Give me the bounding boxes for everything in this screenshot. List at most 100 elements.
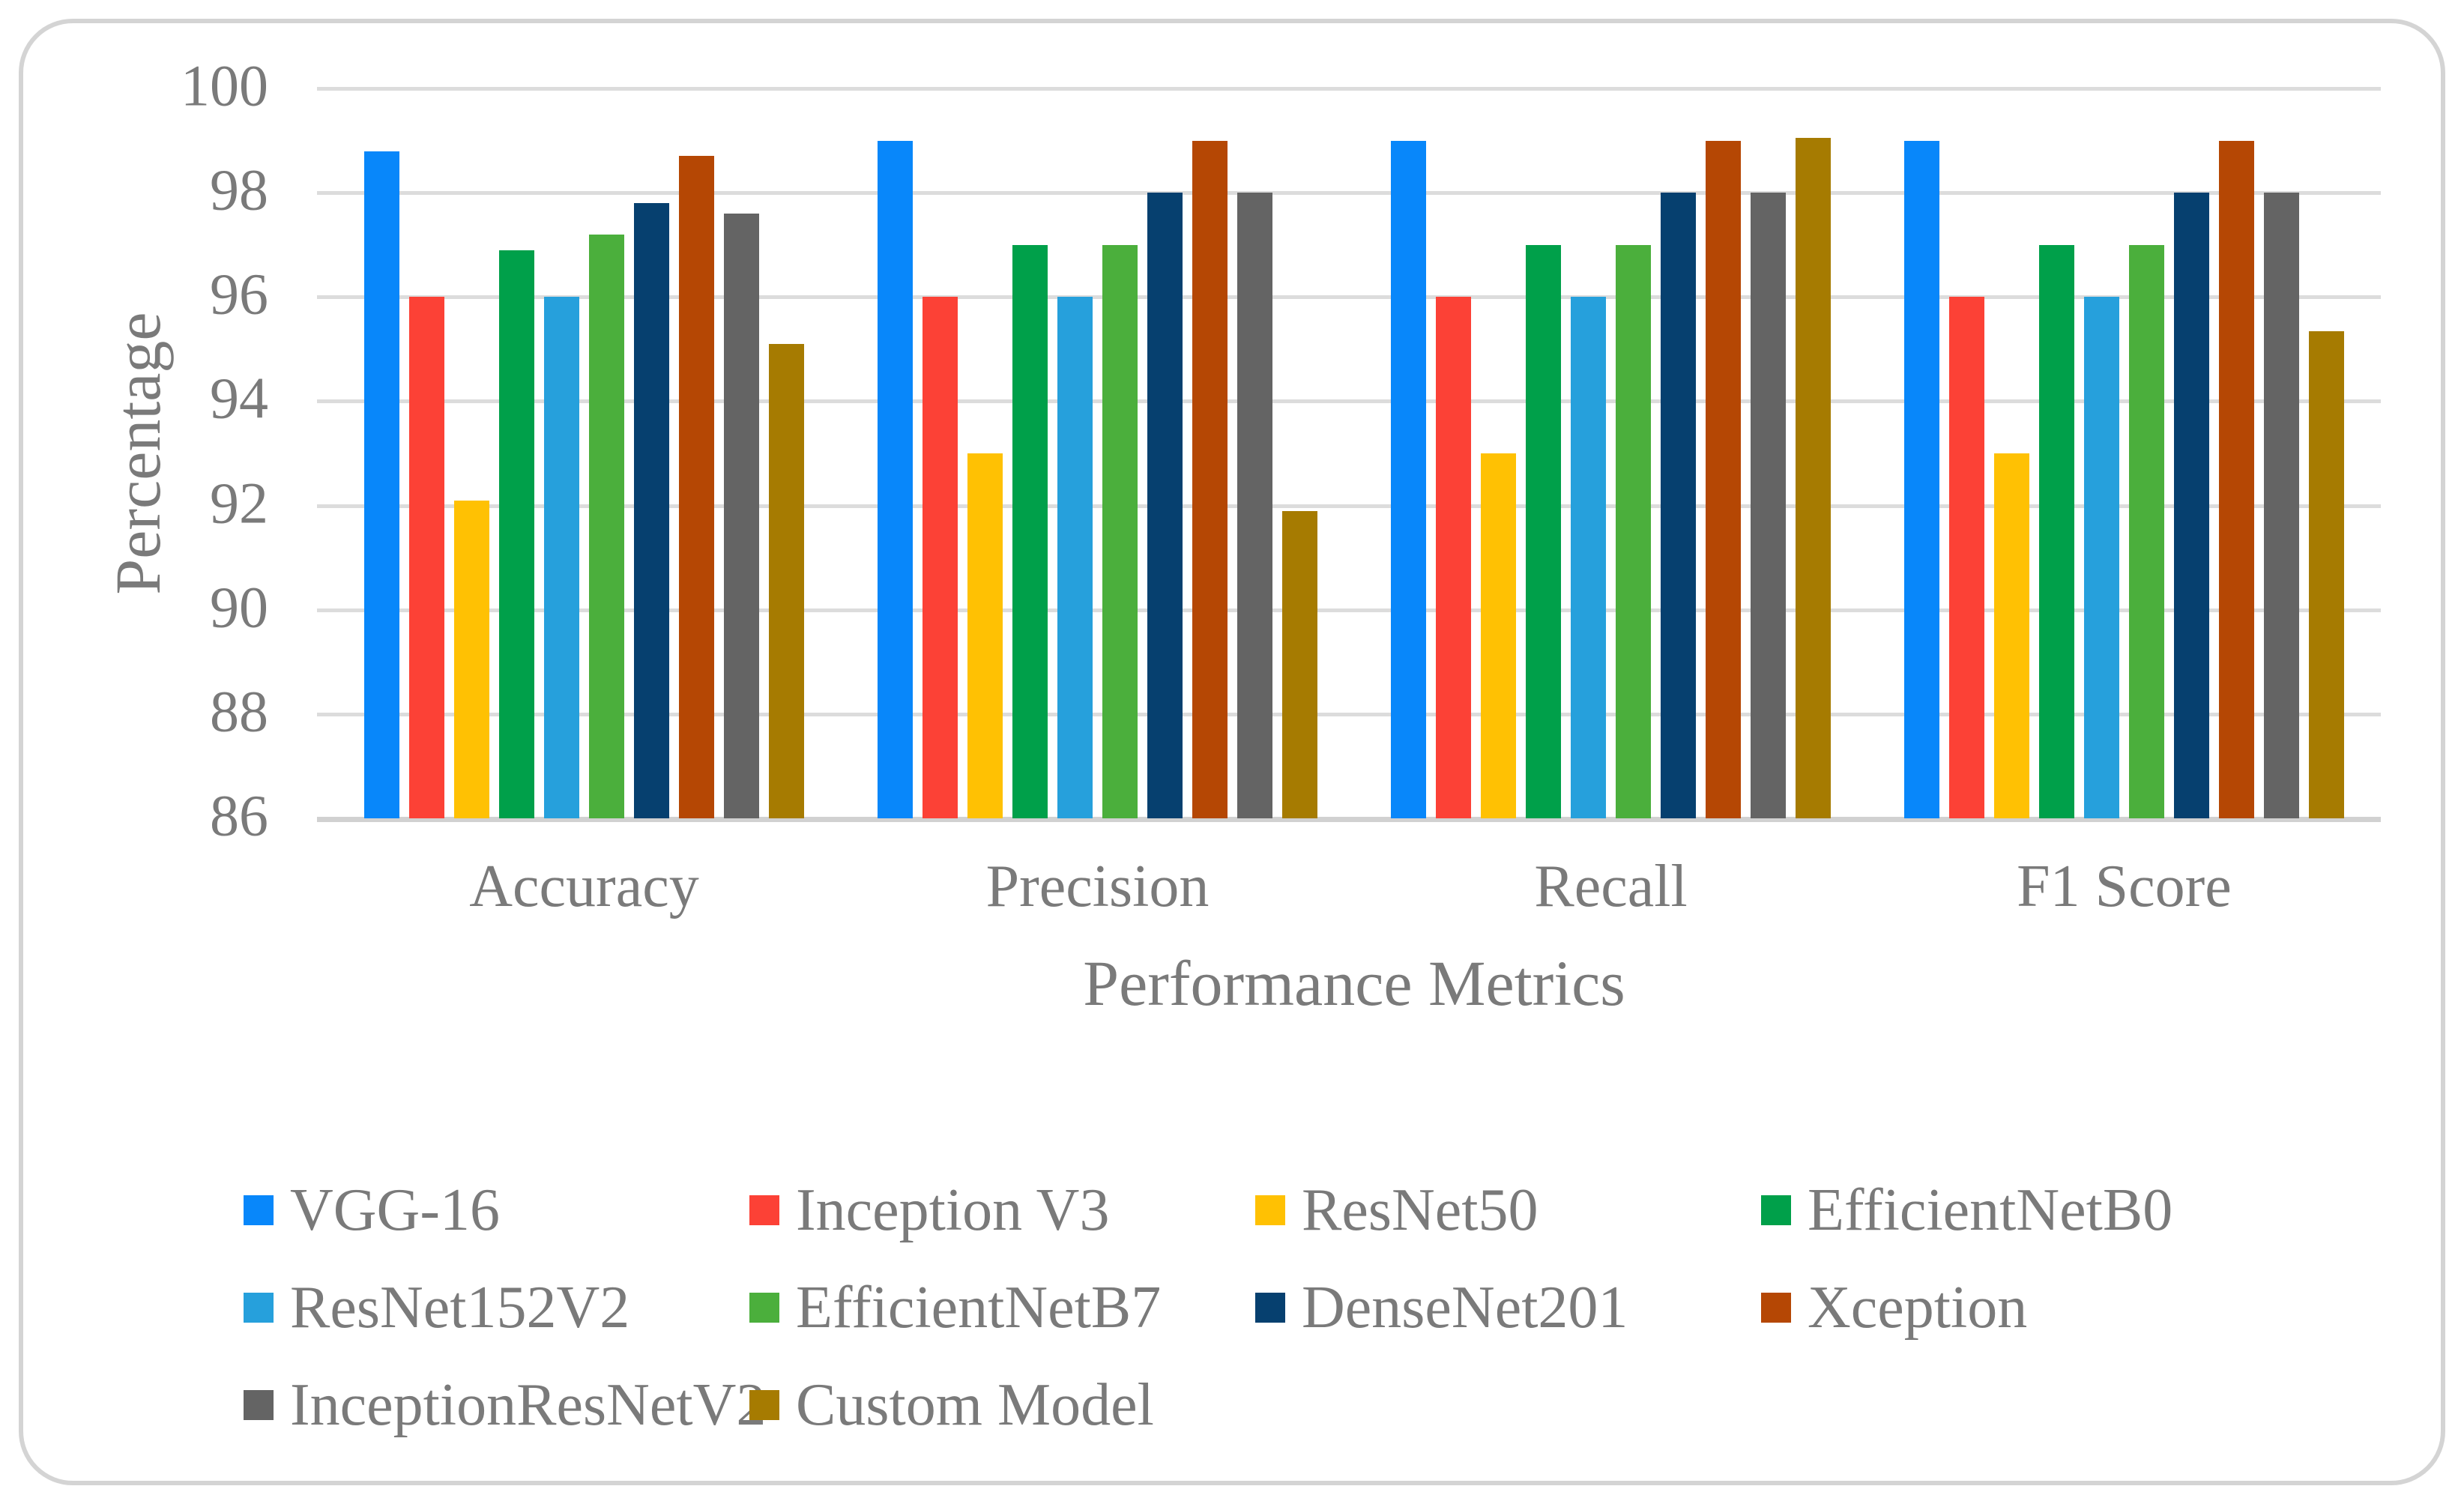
y-tick-label-96: 96 bbox=[210, 261, 268, 327]
bar-vgg-16-f1-score bbox=[1904, 140, 1939, 818]
bar-densenet201-precision bbox=[1147, 193, 1183, 818]
legend-swatch-icon bbox=[1255, 1195, 1285, 1225]
legend-label: EfficientNetB7 bbox=[796, 1275, 1162, 1341]
bar-densenet201-recall bbox=[1661, 193, 1696, 818]
bar-custom-model-recall bbox=[1796, 138, 1831, 818]
bar-xception-recall bbox=[1706, 140, 1741, 818]
y-axis-tick-labels: 100 98 96 94 92 90 88 86 bbox=[0, 0, 268, 1504]
bar-inception-v3-recall bbox=[1436, 297, 1471, 818]
y-tick-label-88: 88 bbox=[210, 678, 268, 744]
legend-item-resnet50: ResNet50 bbox=[1255, 1177, 1539, 1243]
legend-swatch-icon bbox=[749, 1390, 779, 1420]
gridline-90 bbox=[317, 608, 2381, 612]
x-category-label-precision: Precision bbox=[985, 854, 1210, 919]
legend-item-efficientnetb7: EfficientNetB7 bbox=[749, 1275, 1162, 1341]
bar-inception-v3-f1-score bbox=[1949, 297, 1984, 818]
bar-xception-precision bbox=[1192, 140, 1228, 818]
legend-item-custom-model: Custom Model bbox=[749, 1372, 1154, 1438]
plot-area bbox=[317, 87, 2381, 822]
bar-resnet50-accuracy bbox=[454, 500, 489, 818]
x-category-label-recall: Recall bbox=[1534, 854, 1688, 919]
bar-group-accuracy bbox=[327, 88, 841, 818]
y-tick-label-86: 86 bbox=[210, 782, 268, 848]
legend-swatch-icon bbox=[244, 1390, 274, 1420]
legend-swatch-icon bbox=[1255, 1293, 1285, 1323]
bar-resnet152v2-precision bbox=[1057, 297, 1093, 818]
legend-label: VGG-16 bbox=[290, 1177, 500, 1243]
bar-efficientnetb0-recall bbox=[1526, 244, 1561, 818]
legend-label: DenseNet201 bbox=[1302, 1275, 1628, 1341]
gridline-86 bbox=[317, 817, 2381, 822]
legend-item-vgg-16: VGG-16 bbox=[244, 1177, 500, 1243]
legend-swatch-icon bbox=[244, 1195, 274, 1225]
gridline-96 bbox=[317, 295, 2381, 300]
bar-vgg-16-accuracy bbox=[364, 151, 399, 818]
y-tick-label-90: 90 bbox=[210, 574, 268, 640]
bar-inception-v3-accuracy bbox=[409, 297, 444, 818]
bar-inceptionresnetv2-f1-score bbox=[2264, 193, 2299, 818]
bar-group-f1-score bbox=[1867, 88, 2381, 818]
bar-group-precision bbox=[841, 88, 1354, 818]
bar-inceptionresnetv2-recall bbox=[1751, 193, 1786, 818]
bar-xception-accuracy bbox=[679, 156, 714, 818]
y-tick-label-94: 94 bbox=[210, 365, 268, 431]
x-category-label-f1-score: F1 Score bbox=[2017, 854, 2232, 919]
y-tick-label-92: 92 bbox=[210, 469, 268, 535]
bar-vgg-16-precision bbox=[878, 140, 913, 818]
y-tick-label-98: 98 bbox=[210, 157, 268, 223]
gridline-88 bbox=[317, 712, 2381, 716]
bar-efficientnetb7-accuracy bbox=[589, 234, 624, 818]
bar-resnet50-precision bbox=[967, 453, 1003, 818]
legend-item-resnet152v2: ResNet152V2 bbox=[244, 1275, 630, 1341]
bar-efficientnetb0-f1-score bbox=[2039, 244, 2074, 818]
gridline-98 bbox=[317, 191, 2381, 196]
legend-swatch-icon bbox=[749, 1195, 779, 1225]
legend-swatch-icon bbox=[244, 1293, 274, 1323]
gridline-94 bbox=[317, 399, 2381, 404]
bar-resnet152v2-accuracy bbox=[544, 297, 579, 818]
legend-label: ResNet50 bbox=[1302, 1177, 1539, 1243]
legend-label: EfficientNetB0 bbox=[1808, 1177, 2173, 1243]
bar-densenet201-f1-score bbox=[2174, 193, 2209, 818]
bar-group-recall bbox=[1354, 88, 1867, 818]
y-tick-label-100: 100 bbox=[181, 52, 268, 118]
legend-swatch-icon bbox=[1761, 1293, 1791, 1323]
bar-groups bbox=[327, 88, 2381, 818]
chart-frame-border bbox=[19, 19, 2445, 1485]
legend-label: InceptionResNetV2 bbox=[290, 1372, 767, 1438]
bar-inceptionresnetv2-accuracy bbox=[724, 214, 759, 818]
legend-item-inceptionresnetv2: InceptionResNetV2 bbox=[244, 1372, 767, 1438]
bar-custom-model-f1-score bbox=[2309, 330, 2344, 818]
legend-label: Xception bbox=[1808, 1275, 2028, 1341]
legend-swatch-icon bbox=[1761, 1195, 1791, 1225]
legend-swatch-icon bbox=[749, 1293, 779, 1323]
bar-efficientnetb0-accuracy bbox=[499, 250, 534, 818]
legend-label: ResNet152V2 bbox=[290, 1275, 630, 1341]
bar-efficientnetb0-precision bbox=[1012, 244, 1048, 818]
x-category-label-accuracy: Accuracy bbox=[469, 854, 699, 919]
bar-resnet152v2-recall bbox=[1571, 297, 1606, 818]
legend-item-densenet201: DenseNet201 bbox=[1255, 1275, 1628, 1341]
bar-efficientnetb7-recall bbox=[1616, 244, 1651, 818]
bar-custom-model-precision bbox=[1282, 510, 1317, 818]
bar-densenet201-accuracy bbox=[634, 203, 669, 818]
legend-item-xception: Xception bbox=[1761, 1275, 2028, 1341]
legend-item-inception-v3: Inception V3 bbox=[749, 1177, 1110, 1243]
x-axis-category-labels: Accuracy Precision Recall F1 Score bbox=[327, 853, 2381, 921]
bar-inception-v3-precision bbox=[923, 297, 958, 818]
bar-custom-model-accuracy bbox=[769, 343, 804, 818]
bar-vgg-16-recall bbox=[1391, 140, 1426, 818]
bar-efficientnetb7-f1-score bbox=[2129, 244, 2164, 818]
gridline-100 bbox=[317, 87, 2381, 91]
gridline-92 bbox=[317, 504, 2381, 508]
bar-xception-f1-score bbox=[2219, 140, 2254, 818]
bar-resnet50-recall bbox=[1481, 453, 1516, 818]
legend-label: Inception V3 bbox=[796, 1177, 1110, 1243]
bar-inceptionresnetv2-precision bbox=[1237, 193, 1272, 818]
legend-label: Custom Model bbox=[796, 1372, 1154, 1438]
bar-resnet50-f1-score bbox=[1994, 453, 2029, 818]
bar-resnet152v2-f1-score bbox=[2084, 297, 2119, 818]
bar-efficientnetb7-precision bbox=[1102, 244, 1138, 818]
legend-item-efficientnetb0: EfficientNetB0 bbox=[1761, 1177, 2173, 1243]
